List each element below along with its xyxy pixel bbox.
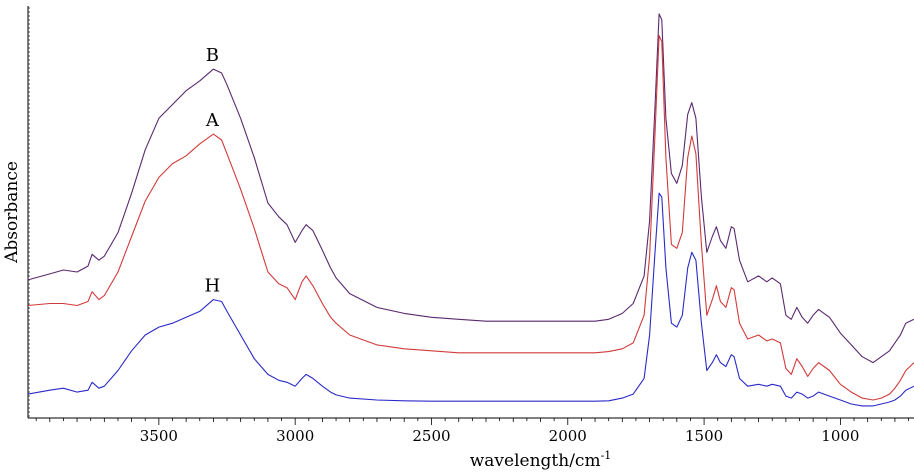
x-tick-label: 1000	[821, 427, 859, 445]
y-axis-title: Absorbance	[2, 161, 22, 264]
series-layer	[27, 13, 914, 407]
x-tick-label: 2500	[412, 427, 450, 445]
series-line-B	[27, 13, 914, 364]
x-tick-label: 2000	[549, 427, 587, 445]
plot-area	[28, 6, 913, 418]
series-label-B: B	[206, 45, 219, 66]
x-axis-title-text: wavelength/cm	[470, 451, 601, 471]
series-label-H: H	[205, 276, 221, 297]
series-line-A	[27, 35, 914, 401]
plot-frame	[28, 6, 913, 418]
x-tick-label: 1500	[685, 427, 723, 445]
x-tick-label: 3000	[276, 427, 314, 445]
x-tick-label: 3500	[140, 427, 178, 445]
annotation-layer: B A H	[205, 45, 221, 296]
y-axis	[27, 6, 30, 418]
x-axis-title-superscript: -1	[601, 449, 612, 462]
x-axis-title: wavelength/cm-1	[470, 449, 612, 471]
series-label-A: A	[205, 110, 220, 131]
x-axis: 3500 3000 2500 2000 1500 1000	[28, 417, 914, 445]
series-line-H	[27, 192, 914, 407]
